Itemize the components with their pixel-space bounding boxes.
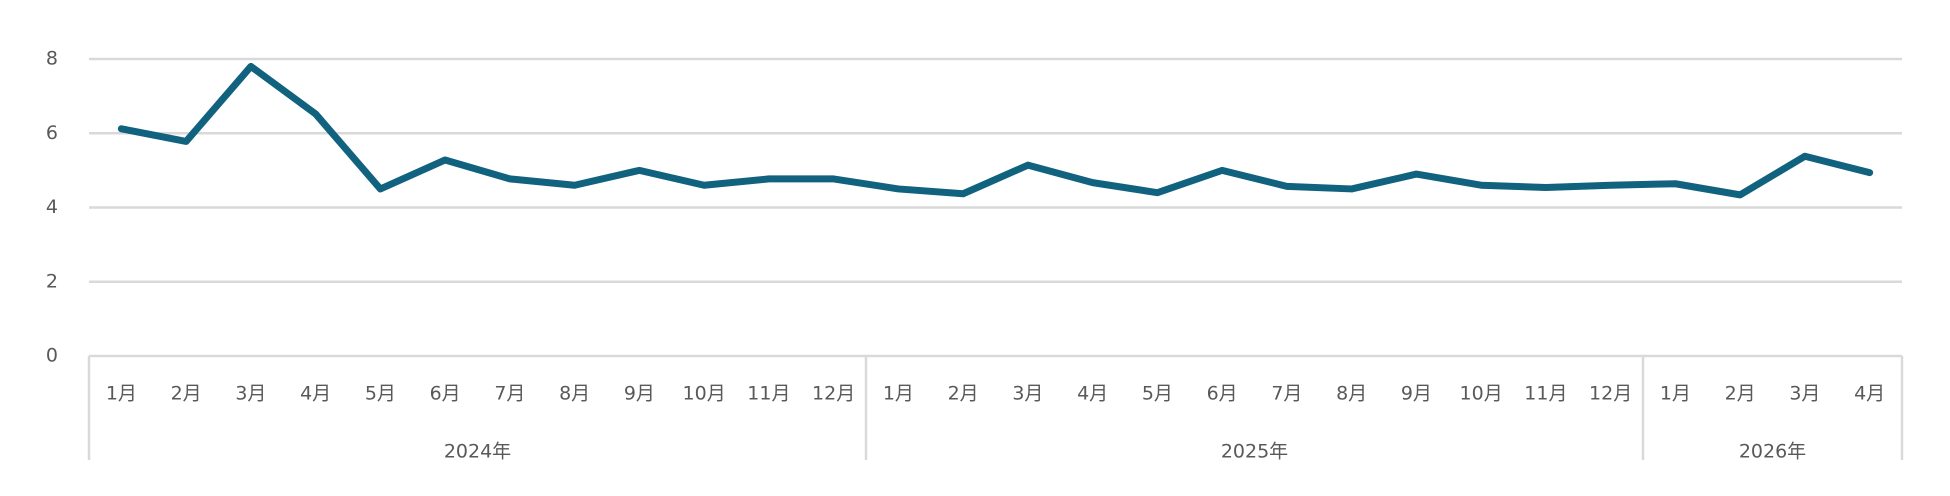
group-label: 2024年 xyxy=(444,441,511,463)
x-tick-label: 3月 xyxy=(235,383,266,405)
x-tick-label: 5月 xyxy=(365,383,396,405)
y-tick-label: 8 xyxy=(46,48,58,70)
y-tick-label: 4 xyxy=(46,196,58,218)
x-tick-label: 11月 xyxy=(1524,383,1567,405)
x-tick-label: 6月 xyxy=(1207,383,1238,405)
group-label: 2025年 xyxy=(1221,441,1288,463)
x-tick-label: 7月 xyxy=(494,383,525,405)
x-tick-label: 3月 xyxy=(1789,383,1820,405)
x-tick-label: 6月 xyxy=(430,383,461,405)
x-tick-label: 10月 xyxy=(683,383,726,405)
x-tick-label: 7月 xyxy=(1271,383,1302,405)
x-tick-label: 8月 xyxy=(1336,383,1367,405)
x-tick-label: 12月 xyxy=(1589,383,1632,405)
x-tick-label: 3月 xyxy=(1012,383,1043,405)
y-tick-label: 2 xyxy=(46,270,58,292)
group-label: 2026年 xyxy=(1739,441,1806,463)
x-tick-label: 4月 xyxy=(1854,383,1885,405)
y-tick-label: 0 xyxy=(46,345,58,367)
x-tick-label: 2月 xyxy=(171,383,202,405)
x-tick-label: 1月 xyxy=(883,383,914,405)
x-tick-label: 9月 xyxy=(624,383,655,405)
x-tick-label: 10月 xyxy=(1460,383,1503,405)
x-tick-label: 2月 xyxy=(948,383,979,405)
x-tick-label: 1月 xyxy=(106,383,137,405)
x-tick-label: 1月 xyxy=(1660,383,1691,405)
data-line xyxy=(117,62,1874,199)
x-tick-label: 4月 xyxy=(1077,383,1108,405)
x-tick-label: 12月 xyxy=(812,383,855,405)
y-tick-label: 6 xyxy=(46,122,58,144)
x-tick-label: 8月 xyxy=(559,383,590,405)
x-tick-label: 4月 xyxy=(300,383,331,405)
x-tick-label: 9月 xyxy=(1401,383,1432,405)
x-tick-label: 2月 xyxy=(1725,383,1756,405)
x-tick-label: 11月 xyxy=(747,383,790,405)
x-tick-label: 5月 xyxy=(1142,383,1173,405)
